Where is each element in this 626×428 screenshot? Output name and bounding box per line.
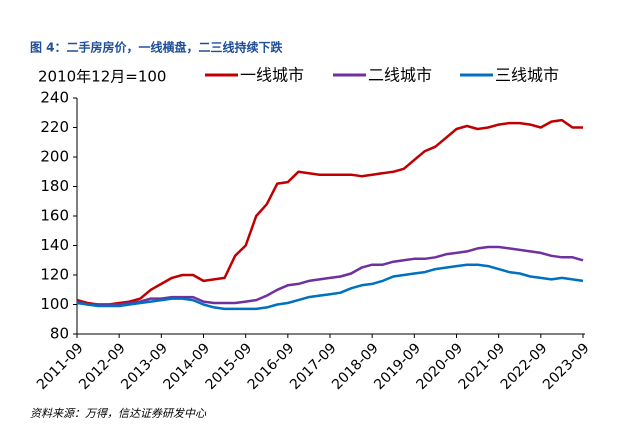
line-series bbox=[76, 245, 584, 306]
source: 资料来源：万得，信达证券研发中心 bbox=[30, 407, 207, 420]
line-series bbox=[76, 263, 584, 311]
y-tick-label: 160 bbox=[40, 207, 69, 225]
y-tick-label: 140 bbox=[40, 236, 69, 254]
y-tick-label: 100 bbox=[40, 295, 69, 313]
x-tick-label: 2023-09 bbox=[540, 340, 593, 393]
y-tick-label: 240 bbox=[40, 89, 69, 107]
chart-title: 图 4：二手房房价，一线横盘，二三线持续下跌 bbox=[30, 40, 284, 55]
legend-label: 二线城市 bbox=[368, 66, 432, 85]
legend-label: 三线城市 bbox=[495, 66, 559, 85]
unit-label: 2010年12月=100 bbox=[38, 68, 166, 86]
y-tick-label: 220 bbox=[40, 118, 69, 136]
legend-label: 一线城市 bbox=[240, 66, 304, 85]
line-series bbox=[76, 118, 583, 306]
y-tick-label: 200 bbox=[40, 148, 69, 166]
y-tick-label: 120 bbox=[40, 266, 69, 284]
y-tick-label: 80 bbox=[50, 325, 69, 343]
y-tick-label: 180 bbox=[40, 177, 69, 195]
